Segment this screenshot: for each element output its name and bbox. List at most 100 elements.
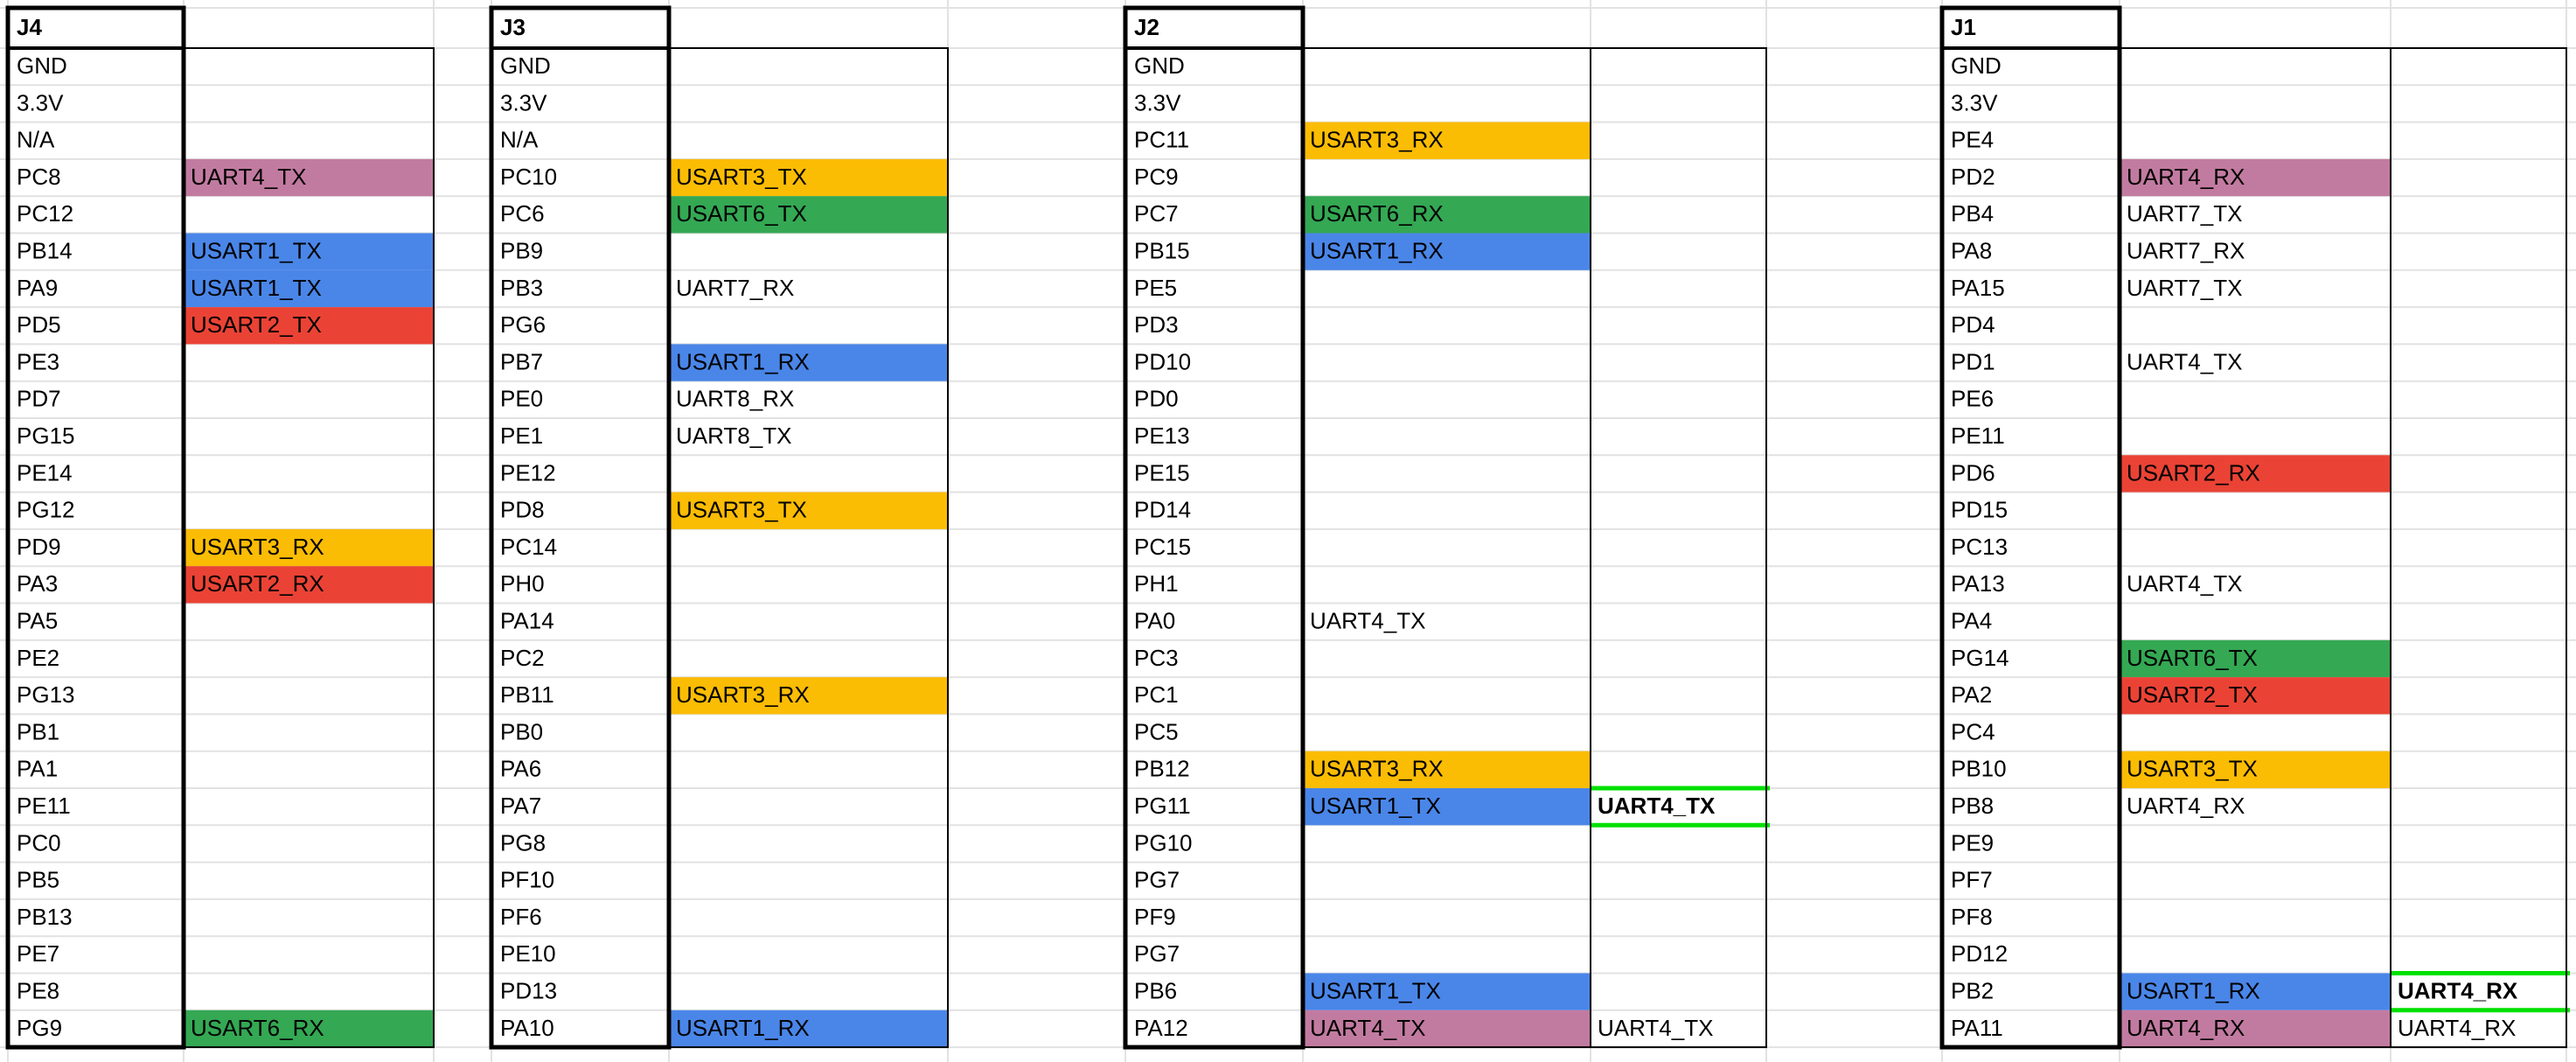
pin-label: PB10 [1951, 756, 2007, 782]
block-header: J4 [17, 14, 42, 40]
function-label: USART3_RX [676, 681, 810, 708]
pin-label: PD1 [1951, 348, 1995, 374]
function-cell [1303, 196, 1591, 234]
function-cell [1303, 788, 1591, 826]
function-label: UART4_TX [1598, 1015, 1713, 1041]
function-label: USART1_RX [676, 348, 810, 374]
pin-label: PF7 [1951, 867, 1993, 893]
function-cell [669, 1010, 948, 1048]
pin-label: PG10 [1134, 829, 1193, 856]
pin-label: PG7 [1134, 940, 1180, 967]
pin-label: PC15 [1134, 534, 1191, 560]
pin-label: PA1 [17, 756, 58, 782]
pin-label: PA15 [1951, 275, 2005, 301]
pin-label: PC9 [1134, 164, 1179, 190]
pin-label: PD10 [1134, 348, 1191, 374]
pin-label: PG14 [1951, 645, 2009, 671]
pin-label: PB0 [500, 718, 543, 744]
pin-label: N/A [17, 127, 55, 153]
block-header: J2 [1134, 14, 1159, 40]
pin-label: PA2 [1951, 681, 1992, 708]
function-label: UART4_TX [2127, 570, 2242, 597]
pin-label: PE6 [1951, 386, 1994, 412]
pin-label: PD9 [17, 534, 61, 560]
pin-label: GND [1134, 52, 1185, 79]
function-cell [2120, 158, 2391, 197]
pin-label: PB4 [1951, 200, 1994, 227]
function-cell [1303, 751, 1591, 788]
pin-label: PE3 [17, 348, 59, 374]
pin-label: PC0 [17, 829, 61, 856]
pin-label: PA13 [1951, 570, 2005, 597]
block-header: J3 [500, 14, 526, 40]
pin-label: PC3 [1134, 645, 1179, 671]
pin-label: 3.3V [17, 89, 64, 115]
pin-label: PC11 [1134, 127, 1189, 153]
pin-label: PA8 [1951, 238, 1992, 264]
pin-label: PC8 [17, 164, 61, 190]
function-label: USART3_RX [1310, 127, 1444, 153]
pin-column-border [1939, 5, 2122, 1050]
pin-label: PD4 [1951, 311, 1995, 338]
function-label: UART7_TX [2127, 275, 2242, 301]
function-cell [1303, 1010, 1591, 1048]
pin-label: PA7 [500, 793, 541, 819]
pin-label: PB6 [1134, 978, 1177, 1004]
pin-label: PE14 [17, 459, 73, 486]
pin-label: PC6 [500, 200, 545, 227]
pin-label: 3.3V [1134, 89, 1181, 115]
function-cell [669, 196, 948, 234]
pin-label: PD13 [500, 978, 557, 1004]
pin-label: PE15 [1134, 459, 1190, 486]
pin-label: PA6 [500, 756, 541, 782]
function-cell [2120, 1010, 2391, 1048]
pin-label: PA11 [1951, 1015, 2003, 1041]
pin-label: GND [500, 52, 551, 79]
block-header: J1 [1951, 14, 1976, 40]
pin-label: PH0 [500, 570, 545, 597]
pin-label: PG11 [1134, 793, 1191, 819]
pin-label: PD7 [17, 386, 61, 412]
pin-label: PE10 [500, 940, 556, 967]
pin-label: PC14 [500, 534, 557, 560]
pin-label: PE1 [500, 423, 543, 449]
pin-label: PA4 [1951, 608, 1992, 634]
function-cell [2120, 455, 2391, 493]
function-label: USART1_TX [191, 238, 322, 264]
pin-label: PB9 [500, 238, 543, 264]
pin-label: PE11 [1951, 423, 2005, 449]
function-cell [669, 344, 948, 381]
pin-label: PB2 [1951, 978, 1994, 1004]
pin-label: PC5 [1134, 718, 1179, 744]
pin-label: GND [1951, 52, 2002, 79]
pin-label: PF8 [1951, 904, 1993, 930]
pin-label: PG15 [17, 423, 75, 449]
pin-label: PE13 [1134, 423, 1190, 449]
pin-label: PF9 [1134, 904, 1176, 930]
function-label: USART1_TX [1310, 793, 1441, 819]
function-cell [2120, 973, 2391, 1010]
table-border [2119, 47, 2567, 1049]
pin-label: PB13 [17, 904, 73, 930]
pin-label: PC4 [1951, 718, 1995, 744]
pin-label: PA12 [1134, 1015, 1188, 1041]
pin-table: GND 3.3V PE4 PD2 UART4_RX PB4 UART7_TX PA8 UART7… [1939, 5, 2570, 1050]
pin-label: PG13 [17, 681, 75, 708]
function-label: USART3_RX [191, 534, 324, 560]
function-label: USART6_RX [1310, 200, 1444, 227]
pin-label: N/A [500, 127, 539, 153]
pin-label: PE9 [1951, 829, 1994, 856]
function-label: USART6_TX [676, 200, 807, 227]
pin-label: PG7 [1134, 867, 1180, 893]
pin-label: PB1 [17, 718, 59, 744]
pin-label: PC13 [1951, 534, 2008, 560]
pin-label: PB8 [1951, 793, 1994, 819]
function-cell [2120, 677, 2391, 715]
function-label: USART1_RX [1310, 238, 1444, 264]
function-cell [2120, 639, 2391, 678]
pin-label: PG6 [500, 311, 546, 338]
pin-label: 3.3V [500, 89, 547, 115]
function-label: UART4_RX [2398, 1015, 2516, 1041]
pin-label: PE4 [1951, 127, 1994, 153]
